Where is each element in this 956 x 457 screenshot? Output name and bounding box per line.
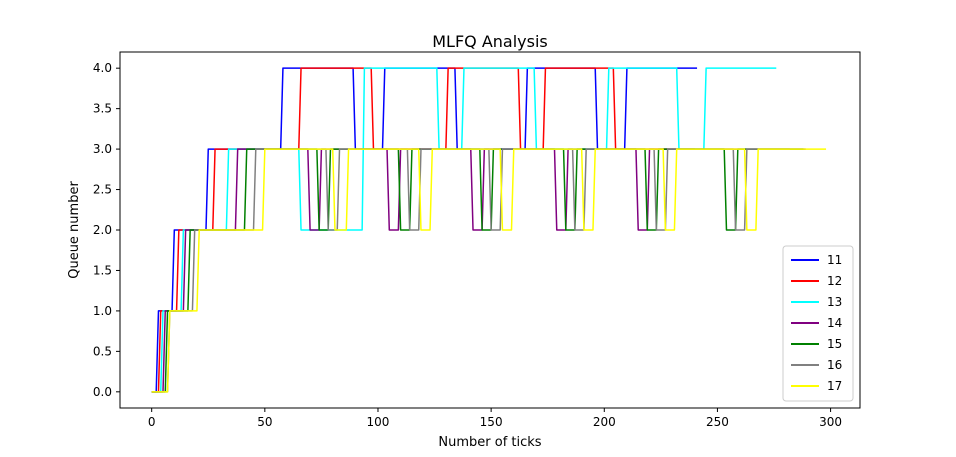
series-line-13 [151, 67, 777, 393]
x-tick-label: 50 [257, 415, 272, 429]
x-tick-label: 200 [593, 415, 616, 429]
legend-label-11: 11 [827, 253, 842, 267]
series-layer [151, 67, 827, 393]
legend-label-15: 15 [827, 337, 842, 351]
legend-label-17: 17 [827, 379, 842, 393]
y-tick-label: 4.0 [93, 61, 112, 75]
series-line-12 [151, 67, 695, 393]
series-line-17 [151, 148, 827, 393]
y-tick-label: 1.5 [93, 263, 112, 277]
y-axis-label: Queue number [67, 181, 82, 279]
y-tick-label: 2.5 [93, 183, 112, 197]
chart-title: MLFQ Analysis [432, 32, 548, 51]
y-tick-label: 0.5 [93, 344, 112, 358]
series-line-16 [151, 148, 790, 393]
legend-label-16: 16 [827, 358, 842, 372]
x-axis: 0 50 100 150 200 250 300 [148, 408, 842, 429]
legend-label-13: 13 [827, 295, 842, 309]
y-tick-label: 3.5 [93, 102, 112, 116]
x-tick-label: 150 [480, 415, 503, 429]
y-tick-label: 0.0 [93, 385, 112, 399]
y-tick-label: 1.0 [93, 304, 112, 318]
y-tick-label: 3.0 [93, 142, 112, 156]
legend: 11 12 13 14 15 16 17 [782, 245, 854, 402]
x-tick-label: 250 [706, 415, 729, 429]
x-tick-label: 300 [819, 415, 842, 429]
legend-label-14: 14 [827, 316, 842, 330]
y-axis: 0.0 0.5 1.0 1.5 2.0 2.5 3.0 3.5 4.0 [93, 61, 120, 399]
x-tick-label: 100 [367, 415, 390, 429]
legend-label-12: 12 [827, 274, 842, 288]
x-axis-label: Number of ticks [438, 435, 541, 450]
y-tick-label: 2.0 [93, 223, 112, 237]
x-tick-label: 0 [148, 415, 156, 429]
series-line-15 [151, 148, 804, 393]
